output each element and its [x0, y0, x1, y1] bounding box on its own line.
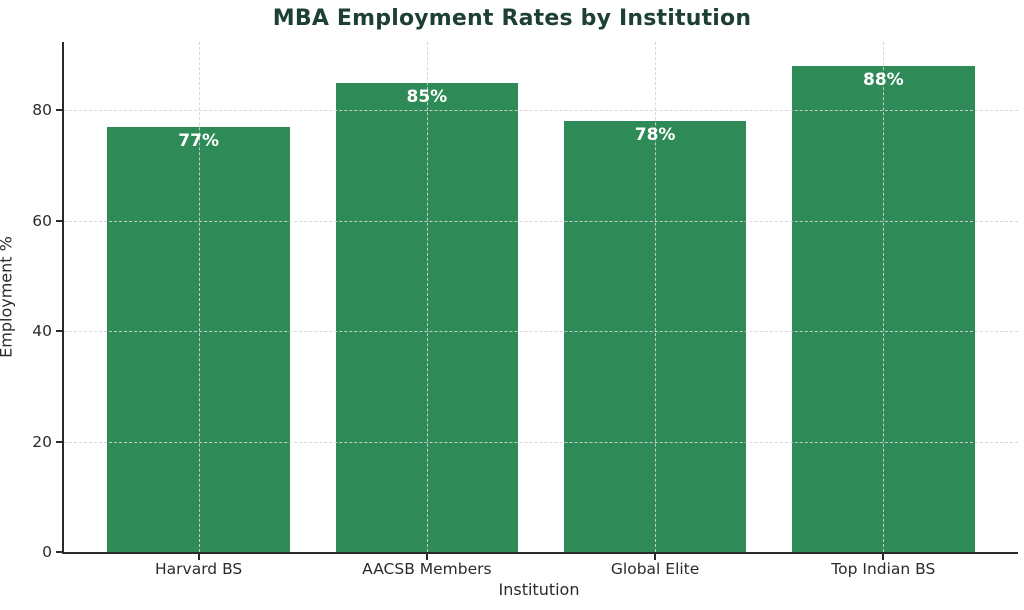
y-tick-mark — [56, 551, 62, 553]
gridline-vertical — [426, 42, 428, 552]
x-tick-label: AACSB Members — [362, 560, 492, 578]
y-tick-mark — [56, 440, 62, 443]
chart-title: MBA Employment Rates by Institution — [272, 6, 752, 31]
y-tick-mark — [56, 109, 62, 112]
x-tick-label: Global Elite — [610, 560, 700, 578]
bar-value-label: 85% — [406, 86, 448, 107]
gridline-horizontal — [64, 441, 1018, 443]
plot-area: 77% 85% 78% 88% 0 20 40 60 80 Harvard BS AACSB Mem… — [32, 42, 1018, 578]
y-tick-label: 60 — [32, 211, 52, 230]
x-axis-label: Institution — [498, 580, 580, 599]
x-tick-label: Top Indian BS — [831, 560, 936, 578]
bar-value-label: 88% — [862, 70, 904, 91]
gridline-vertical — [883, 42, 885, 552]
y-tick-mark — [56, 330, 62, 333]
x-tick-mark — [654, 554, 657, 560]
bar-value-label: 77% — [178, 131, 219, 151]
y-tick-label: 0 — [42, 543, 52, 561]
y-tick-label: 80 — [32, 101, 52, 120]
x-tick-mark — [197, 554, 200, 560]
y-tick-label: 20 — [32, 432, 52, 451]
x-tick-label: Harvard BS — [155, 560, 243, 578]
gridline-horizontal — [64, 220, 1018, 222]
bar-1 — [335, 82, 519, 552]
gridline-vertical — [198, 42, 200, 552]
y-tick-mark — [56, 219, 62, 222]
gridline-horizontal — [64, 331, 1018, 333]
bar-value-label: 78% — [634, 125, 676, 146]
x-tick-mark — [882, 554, 885, 560]
bar-2 — [563, 121, 747, 552]
gridline-horizontal — [64, 110, 1018, 112]
x-tick-mark — [425, 554, 428, 560]
y-axis-label: Employment % — [0, 236, 16, 358]
gridline-vertical — [655, 42, 657, 552]
bar-3 — [792, 66, 975, 552]
y-tick-label: 40 — [32, 322, 52, 341]
